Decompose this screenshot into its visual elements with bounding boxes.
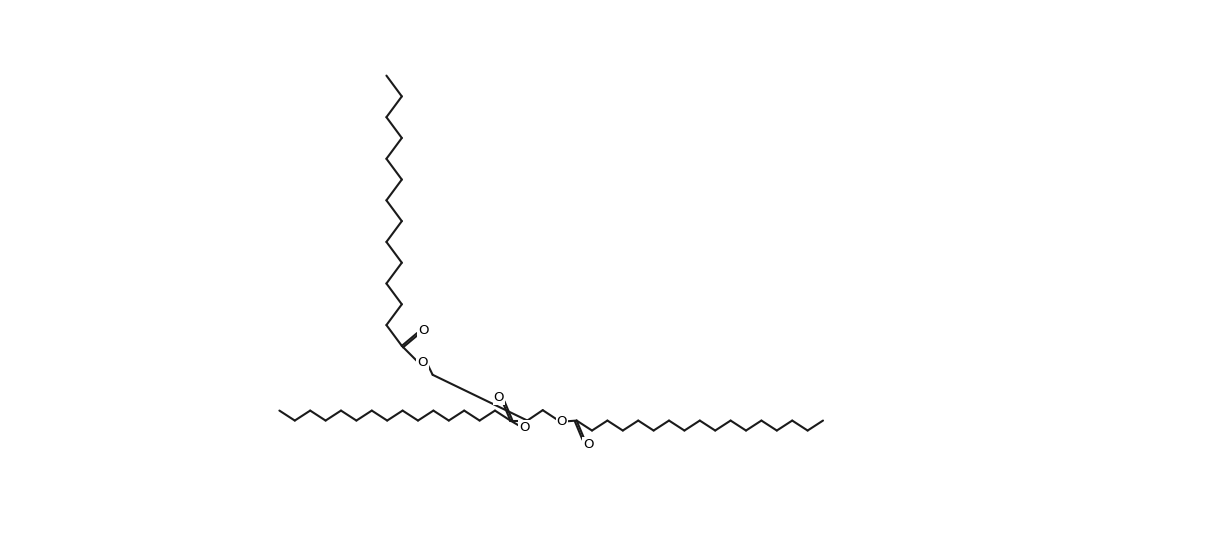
Text: O: O bbox=[418, 324, 429, 337]
Text: O: O bbox=[417, 356, 428, 368]
Text: O: O bbox=[583, 438, 594, 451]
Text: O: O bbox=[494, 391, 505, 404]
Text: O: O bbox=[519, 421, 529, 434]
Text: O: O bbox=[557, 415, 567, 428]
